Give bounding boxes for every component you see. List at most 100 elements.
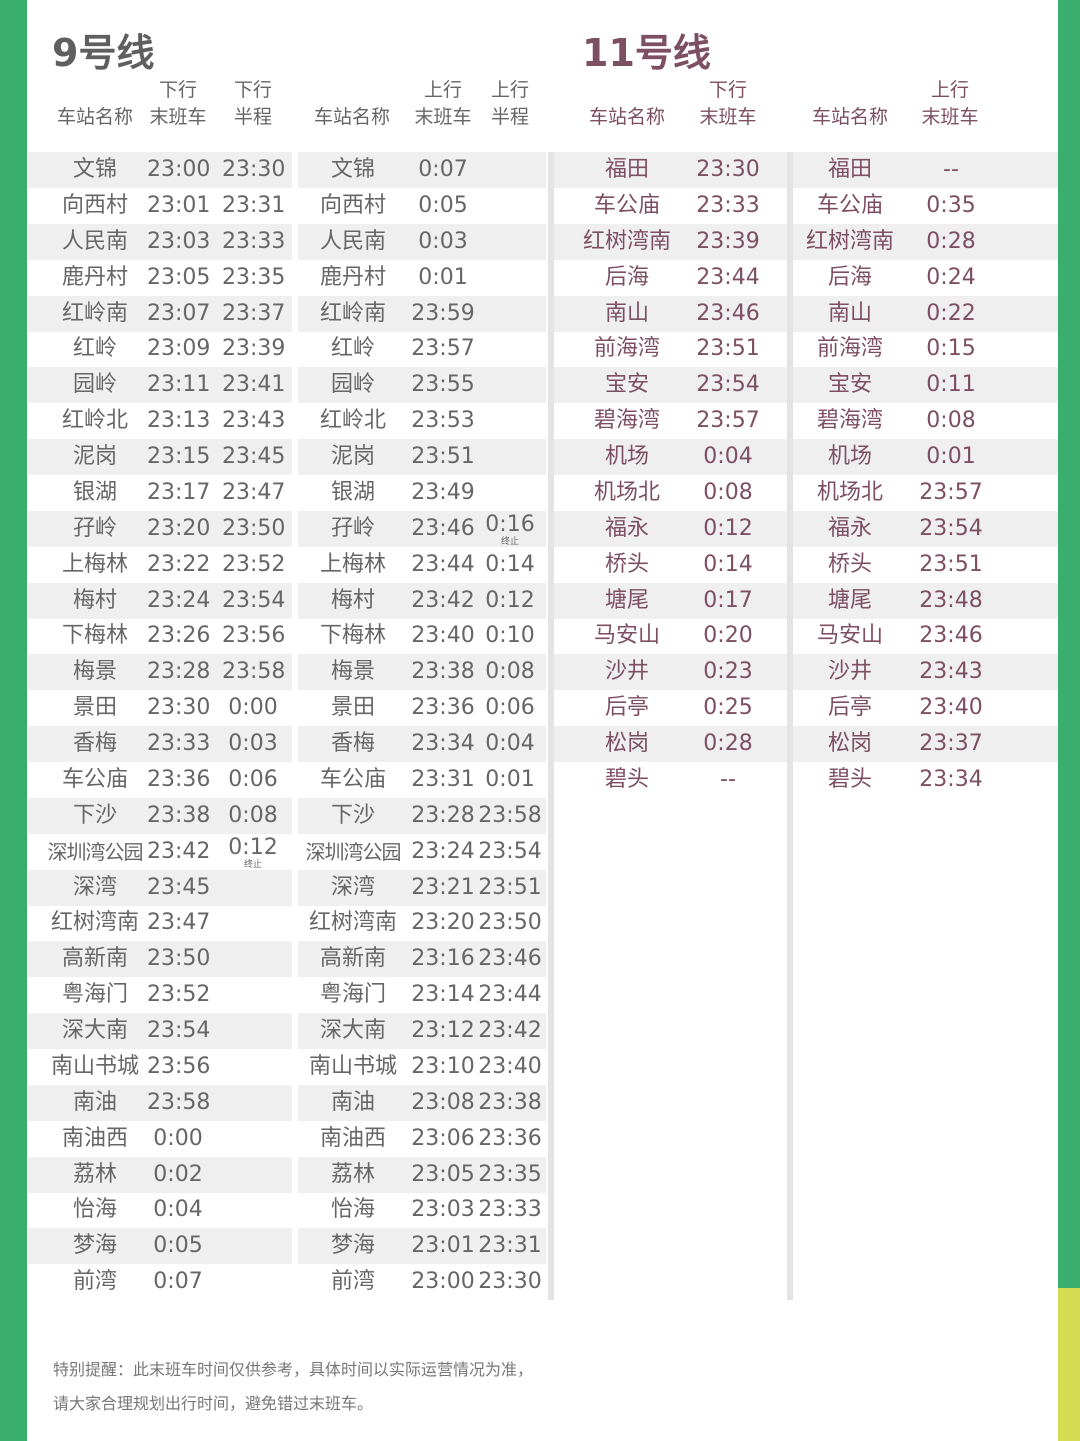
down-half: 0:06 bbox=[222, 762, 284, 798]
station-up: 梦海 bbox=[298, 1228, 408, 1264]
up-last-text: 0:03 bbox=[418, 228, 468, 254]
station-up: 上梅林 bbox=[298, 547, 408, 583]
table-row: 怡海 0:04 bbox=[28, 1192, 292, 1228]
down-last: 0:28 bbox=[688, 726, 768, 762]
up-last: 23:59 bbox=[410, 296, 476, 332]
up-last: -- bbox=[911, 152, 991, 188]
down-last: 0:08 bbox=[688, 475, 768, 511]
station-up-text: 景田 bbox=[330, 695, 375, 721]
station-up-text: 深大南 bbox=[319, 1018, 386, 1043]
up-last-text: 23:36 bbox=[411, 695, 475, 721]
down-last-text: 0:14 bbox=[703, 551, 753, 577]
station: 高新南 bbox=[28, 941, 162, 977]
table-row: 向西村 23:01 23:31 bbox=[28, 188, 292, 224]
station-up-text: 松岗 bbox=[827, 731, 872, 756]
station: 向西村 bbox=[28, 188, 162, 224]
table-row: 深圳湾公园 23:42 0:12 终止 bbox=[28, 834, 292, 870]
header-station: 车站名称 bbox=[56, 106, 133, 128]
down-last: 23:52 bbox=[147, 977, 210, 1013]
station-up-text: 碧头 bbox=[827, 766, 872, 792]
table-row: 南油西 0:00 bbox=[28, 1121, 292, 1157]
empty-row bbox=[793, 1228, 1058, 1264]
up-half: 23:58 bbox=[478, 798, 542, 834]
empty-row bbox=[793, 1085, 1058, 1121]
header-down-last: 末班车 bbox=[149, 106, 207, 128]
empty-row bbox=[793, 1157, 1058, 1193]
down-last: 23:54 bbox=[688, 367, 768, 403]
right-green-border bbox=[1058, 0, 1080, 1288]
empty-row bbox=[793, 977, 1058, 1013]
station-up: 车公庙 bbox=[793, 188, 907, 224]
table-row: 荔林 23:05 23:35 bbox=[298, 1156, 546, 1193]
down-last: 0:04 bbox=[147, 1192, 209, 1228]
table-row: 南山 23:46 bbox=[554, 295, 787, 332]
up-last-text: 23:34 bbox=[411, 731, 475, 756]
up-half: 23:44 bbox=[478, 977, 542, 1013]
table-row: 碧海湾 0:08 bbox=[793, 403, 1058, 439]
up-last: 23:14 bbox=[410, 977, 476, 1013]
down-half-text: 0:06 bbox=[228, 766, 278, 792]
table-row: 福田 -- bbox=[793, 152, 1058, 188]
station: 梦海 bbox=[28, 1228, 162, 1264]
station-up-text: 上梅林 bbox=[319, 551, 386, 577]
station-up: 梅村 bbox=[298, 583, 408, 619]
up-last-text: 23:44 bbox=[411, 551, 475, 577]
station: 梅景 bbox=[28, 654, 162, 690]
station-up: 梅景 bbox=[298, 654, 408, 690]
station-text: 深圳湾公园 bbox=[47, 839, 144, 864]
down-half bbox=[222, 870, 284, 906]
down-last-text: 23:30 bbox=[147, 695, 211, 721]
table-row: 荔林 0:02 bbox=[28, 1156, 292, 1193]
up-half-text: 23:58 bbox=[478, 802, 542, 828]
down-last: 23:44 bbox=[688, 260, 768, 296]
down-last-text: 23:22 bbox=[147, 551, 211, 577]
down-last: 23:50 bbox=[147, 941, 210, 977]
station-up-text: 人民南 bbox=[319, 228, 386, 254]
up-last: 23:51 bbox=[911, 547, 991, 583]
up-half: 23:30 bbox=[478, 1264, 542, 1300]
table-row: 景田 23:36 0:06 bbox=[298, 690, 546, 726]
up-last: 23:40 bbox=[410, 618, 476, 654]
station-text: 福田 bbox=[604, 157, 649, 182]
table-row: 鹿丹村 0:01 bbox=[298, 260, 546, 296]
down-last-text: 23:58 bbox=[147, 1089, 211, 1115]
table-row: 深湾 23:45 bbox=[28, 869, 292, 906]
up-last: 23:00 bbox=[410, 1264, 476, 1300]
station: 南油西 bbox=[28, 1121, 162, 1157]
table-row: 高新南 23:50 bbox=[28, 941, 292, 978]
station-up: 深圳湾公园 bbox=[298, 834, 408, 870]
table-row: 上梅林 23:22 23:52 bbox=[28, 547, 292, 583]
down-last: 23:45 bbox=[147, 870, 210, 906]
down-half-text: 0:08 bbox=[228, 802, 278, 828]
up-last-text: 23:21 bbox=[411, 874, 475, 900]
station-text: 孖岭 bbox=[72, 515, 117, 541]
station-text: 文锦 bbox=[72, 157, 117, 182]
station: 下沙 bbox=[28, 798, 162, 834]
down-last-text: 0:28 bbox=[703, 731, 753, 756]
station-up: 桥头 bbox=[793, 547, 907, 583]
station: 鹿丹村 bbox=[28, 260, 162, 296]
station-text: 上梅林 bbox=[61, 551, 128, 577]
station: 梅村 bbox=[28, 583, 162, 619]
empty-row bbox=[554, 1085, 787, 1121]
table-row: 景田 23:30 0:00 bbox=[28, 690, 292, 726]
empty-row bbox=[793, 798, 1058, 834]
table-row: 粤海门 23:14 23:44 bbox=[298, 977, 546, 1013]
station-up-text: 孖岭 bbox=[330, 515, 375, 541]
station-text: 梅景 bbox=[72, 659, 117, 685]
down-last: 23:22 bbox=[147, 547, 211, 583]
down-half-text: 23:45 bbox=[222, 444, 286, 469]
station-up: 福永 bbox=[793, 511, 907, 547]
up-half: 23:35 bbox=[478, 1157, 542, 1193]
station: 碧头 bbox=[554, 762, 700, 798]
up-last: 23:38 bbox=[410, 654, 476, 690]
table-row: 红岭 23:09 23:39 bbox=[28, 331, 292, 367]
station-up: 后海 bbox=[793, 260, 907, 296]
down-last-text: 0:02 bbox=[153, 1161, 203, 1187]
up-half-text: 23:30 bbox=[478, 1269, 542, 1295]
station-up: 红岭南 bbox=[298, 296, 408, 332]
up-last-text: 23:46 bbox=[919, 623, 983, 649]
station: 红树湾南 bbox=[28, 905, 162, 941]
station-up: 下梅林 bbox=[298, 618, 408, 654]
station: 银湖 bbox=[28, 475, 162, 511]
